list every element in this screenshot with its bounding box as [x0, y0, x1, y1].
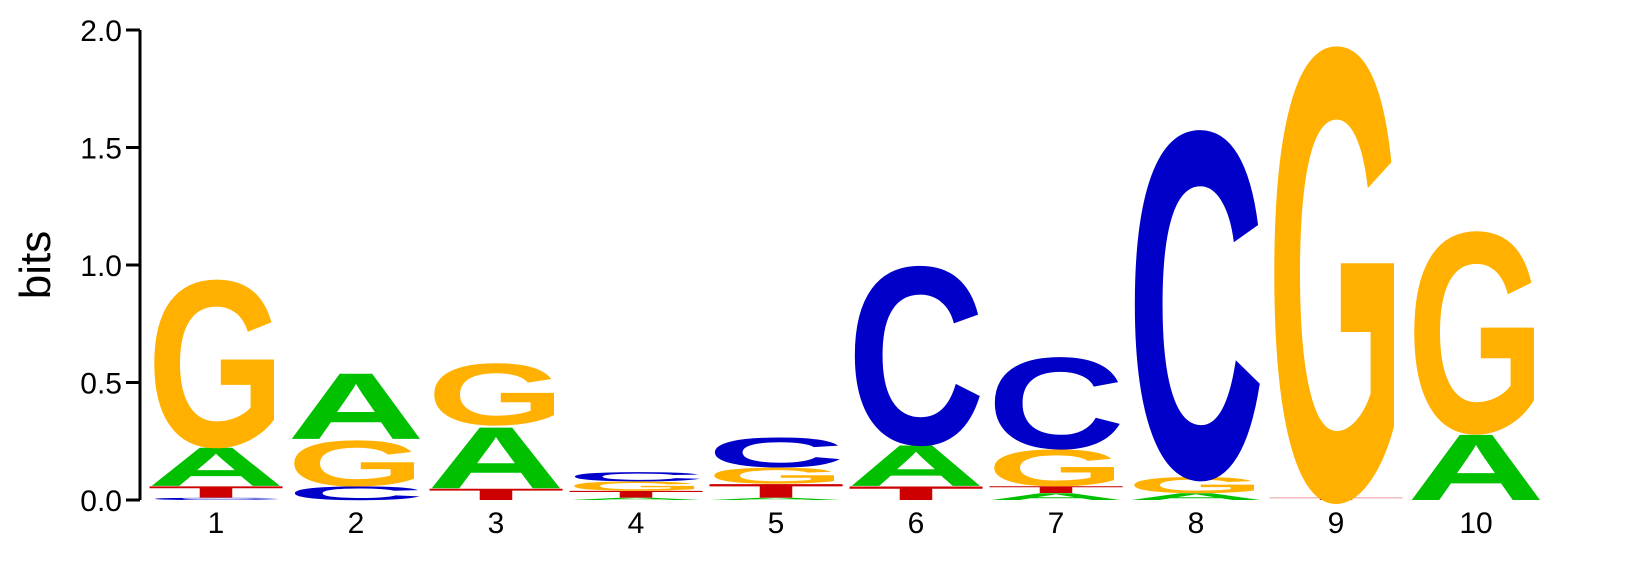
letter-G: G	[567, 479, 705, 494]
stack-position-2: CGA	[287, 354, 425, 505]
x-tick-label: 6	[908, 507, 925, 540]
stack-position-6: TAC	[847, 213, 985, 504]
letter-C: C	[147, 497, 285, 501]
letter-G: G	[147, 230, 285, 497]
x-tick-label: 3	[488, 507, 505, 540]
letter-G: G	[287, 427, 425, 500]
stack-position-10: AG	[1407, 172, 1545, 520]
letter-A: A	[427, 408, 565, 507]
stack-position-8: AGC	[1127, 28, 1265, 565]
letter-C: C	[707, 429, 845, 476]
x-tick-label: 2	[348, 507, 365, 540]
letter-G: G	[427, 345, 565, 444]
letter-A: A	[287, 354, 425, 459]
x-tick-label: 9	[1328, 507, 1345, 540]
x-tick-label: 1	[208, 507, 225, 540]
letter-T: T	[707, 480, 845, 502]
x-tick-label: 5	[768, 507, 785, 540]
letter-G: G	[1407, 172, 1545, 493]
letter-C: C	[567, 469, 705, 484]
letter-T: T	[427, 485, 565, 503]
x-tick-label: 8	[1188, 507, 1205, 540]
letter-A: A	[1407, 415, 1545, 520]
letter-A: A	[567, 497, 705, 501]
y-tick-label: 1.0	[80, 250, 122, 283]
letter-A: A	[1127, 491, 1265, 502]
letter-G: G	[707, 463, 845, 488]
letter-A: A	[147, 436, 285, 498]
stack-position-9: TG	[1267, 0, 1405, 565]
y-axis: 0.0 0.5 1.0 1.5 2.0	[80, 15, 142, 518]
letter-G: G	[1127, 472, 1265, 497]
y-tick-label: 1.5	[80, 133, 122, 166]
x-tick-label: 7	[1048, 507, 1065, 540]
letter-T: T	[567, 489, 705, 500]
y-tick-label: 2.0	[80, 15, 122, 48]
x-tick-label: 10	[1459, 507, 1492, 540]
y-tick-label: 0.0	[80, 485, 122, 518]
letter-C: C	[987, 330, 1125, 476]
y-tick-label: 0.5	[80, 368, 122, 401]
letter-T: T	[847, 482, 985, 504]
letter-T: T	[1267, 497, 1405, 501]
y-axis-title: bits	[11, 231, 60, 299]
letter-C: C	[287, 482, 425, 504]
stack-position-3: TAG	[427, 345, 565, 507]
letter-A: A	[707, 497, 845, 501]
letter-C: C	[847, 213, 985, 498]
letter-G: G	[1267, 0, 1405, 565]
letter-T: T	[147, 483, 285, 501]
letter-G: G	[987, 439, 1125, 497]
x-tick-label: 4	[628, 507, 645, 540]
letter-T: T	[987, 484, 1125, 495]
letter-A: A	[847, 433, 985, 499]
letter-A: A	[987, 491, 1125, 502]
letter-C: C	[1127, 28, 1265, 565]
x-axis: 1 2 3 4 5 6 7 8 9 10	[208, 507, 1493, 540]
